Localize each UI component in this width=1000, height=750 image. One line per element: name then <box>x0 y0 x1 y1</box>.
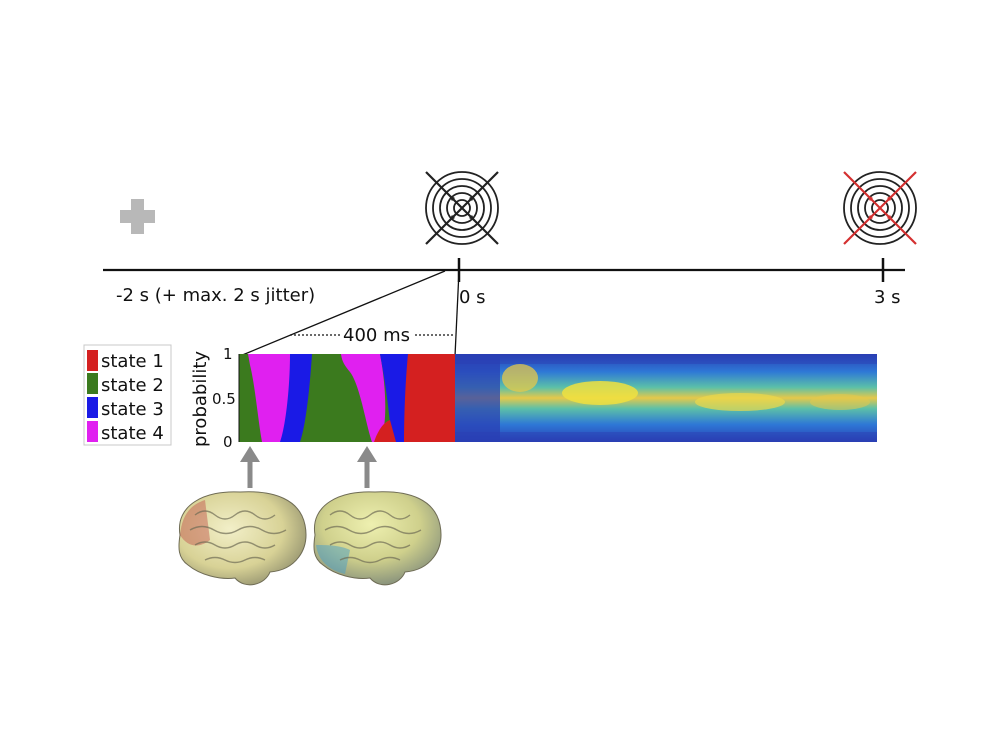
state-3-region <box>280 354 312 442</box>
timeline-end-label: 3 s <box>874 287 901 308</box>
heatmap <box>455 354 877 442</box>
state-1-region <box>404 354 455 442</box>
probability-axis-title: probability <box>190 351 211 447</box>
legend-swatch-state-2 <box>87 373 98 394</box>
state-probability-plot <box>238 354 455 442</box>
legend-swatch-state-1 <box>87 350 98 371</box>
probability-axis: probability 1 0.5 0 <box>190 345 236 451</box>
brain-icon-2 <box>313 491 442 586</box>
window-duration-label: 400 ms <box>343 325 410 346</box>
zoom-lines: 400 ms <box>239 270 460 357</box>
crossed-target-red-icon <box>843 171 917 245</box>
arrow-to-brain-1 <box>240 446 260 488</box>
state-1-region-small <box>374 420 396 442</box>
fixation-plus-icon <box>120 199 155 234</box>
brain-icon <box>178 491 307 586</box>
arrow-to-brain-2 <box>357 446 377 488</box>
timeline-zero-label: 0 s <box>459 287 486 308</box>
state-4-region-2 <box>341 354 386 442</box>
legend-label-state-4: state 4 <box>101 423 164 444</box>
tick-label-0-5: 0.5 <box>212 390 236 408</box>
timeline: -2 s (+ max. 2 s jitter) 0 s 3 s <box>103 258 905 308</box>
legend-swatch-state-4 <box>87 421 98 442</box>
state-3-region-2 <box>380 354 408 442</box>
legend-label-state-2: state 2 <box>101 375 164 396</box>
tick-label-1: 1 <box>223 345 233 363</box>
tick-label-0: 0 <box>223 433 233 451</box>
crossed-target-icon <box>425 171 499 245</box>
state-legend: state 1 state 2 state 3 state 4 <box>83 344 172 446</box>
legend-label-state-1: state 1 <box>101 351 164 372</box>
timeline-start-label: -2 s (+ max. 2 s jitter) <box>116 285 315 306</box>
legend-label-state-3: state 3 <box>101 399 164 420</box>
legend-swatch-state-3 <box>87 397 98 418</box>
state-4-region <box>248 354 291 442</box>
